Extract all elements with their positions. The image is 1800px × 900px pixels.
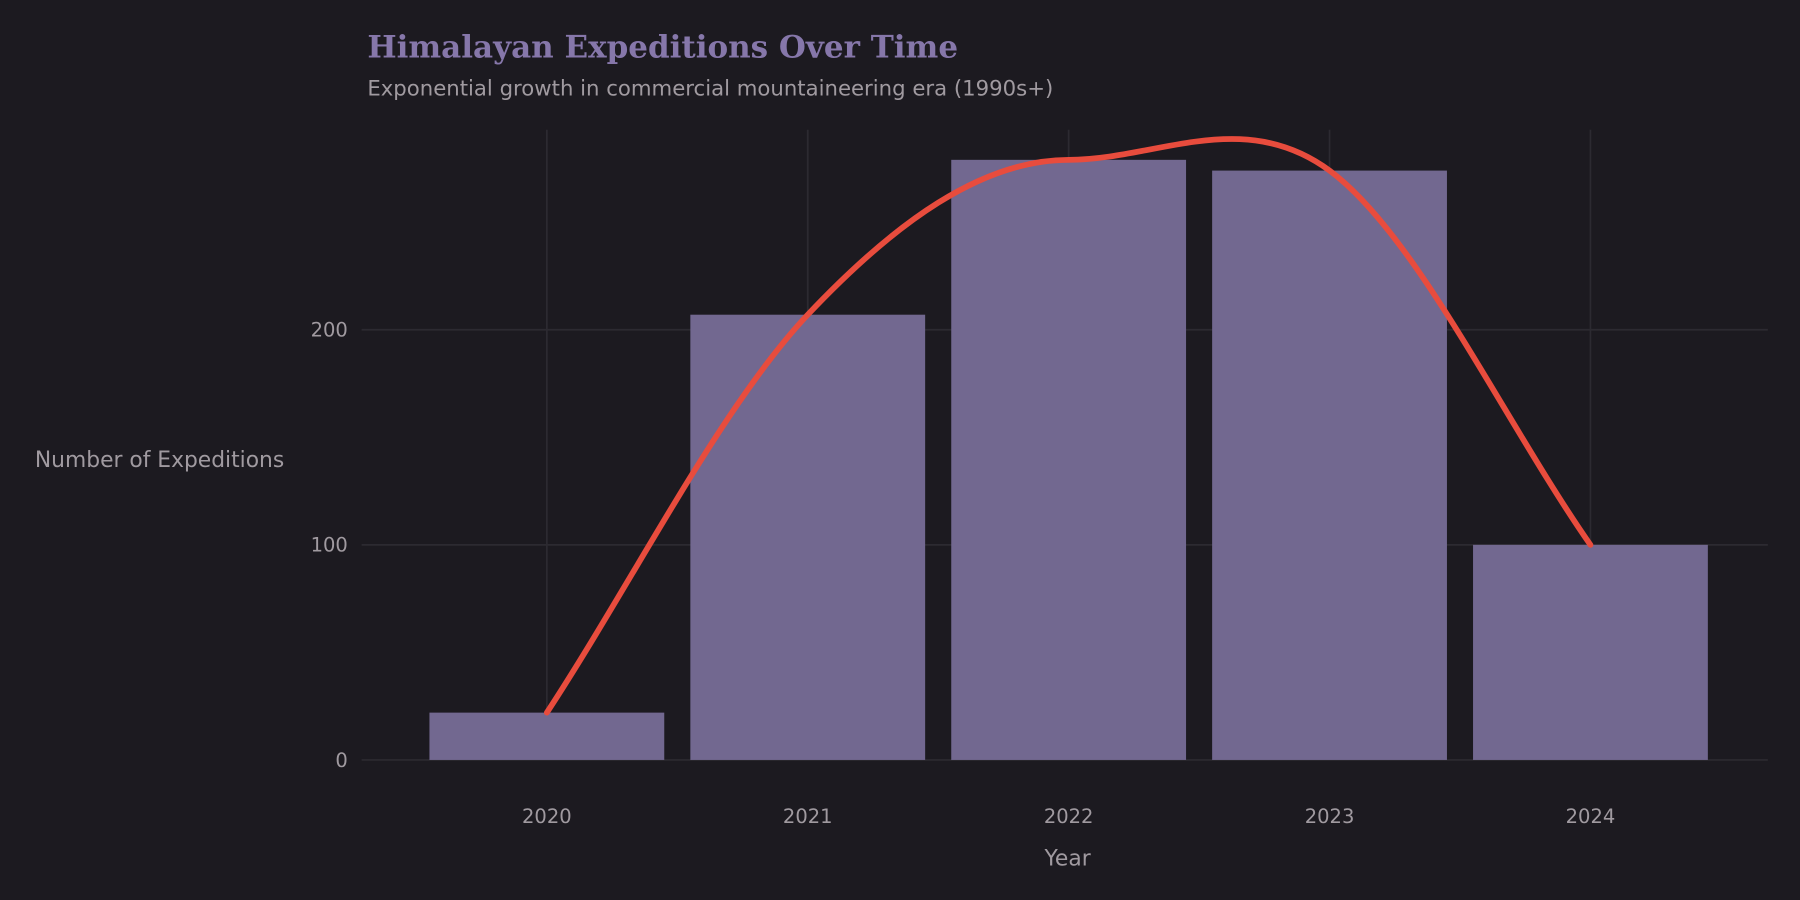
y-tick-label: 100 <box>311 534 348 557</box>
y-tick-labels: 0 100 200 <box>311 319 348 772</box>
x-tick-labels: 2020 2021 2022 2023 2024 <box>522 805 1615 828</box>
x-tick-label: 2020 <box>522 805 572 828</box>
x-tick-label: 2024 <box>1566 805 1616 828</box>
chart-title: Himalayan Expeditions Over Time <box>367 29 958 65</box>
y-tick-label: 0 <box>335 749 347 772</box>
bars <box>429 159 1708 760</box>
x-tick-label: 2021 <box>783 805 833 828</box>
x-tick-label: 2022 <box>1044 805 1094 828</box>
chart-subtitle: Exponential growth in commercial mountai… <box>367 76 1053 101</box>
bar-2020 <box>429 712 665 760</box>
x-axis-label: Year <box>1044 847 1091 872</box>
bar-2021 <box>690 314 926 760</box>
x-tick-label: 2023 <box>1305 805 1355 828</box>
y-axis-label: Number of Expeditions <box>35 448 284 473</box>
bar-2024 <box>1473 544 1708 760</box>
bar-2022 <box>951 159 1187 760</box>
trend-line <box>543 136 1594 716</box>
bar-2023 <box>1212 170 1447 760</box>
y-tick-label: 200 <box>311 319 348 342</box>
